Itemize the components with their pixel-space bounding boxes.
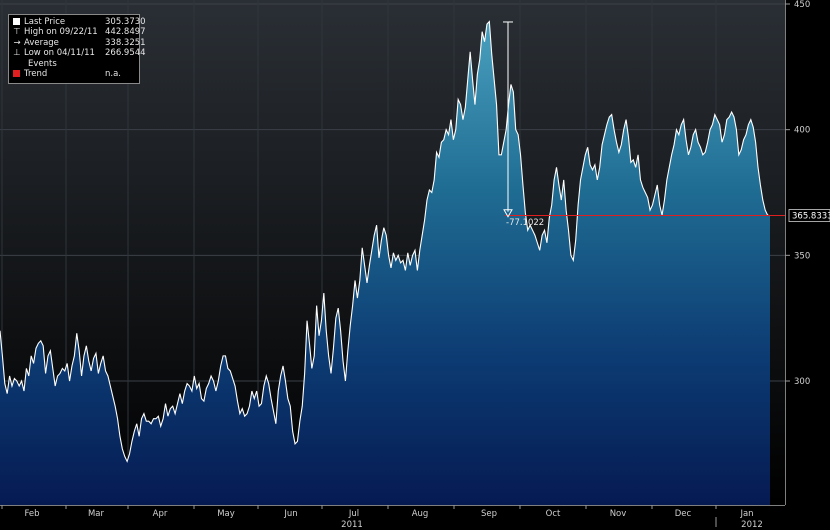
legend-value: 266.9544 [105,48,146,59]
legend-entry: → Average 338.3251 [13,37,145,48]
trend-value-box [788,209,830,222]
x-tick-label: Feb [24,509,39,519]
legend-label: Average [24,37,59,48]
x-tick-label: Apr [153,509,168,519]
average-icon: → [13,37,21,48]
red-square-icon [13,69,20,77]
y-tick-label: 400 [794,126,810,136]
x-tick-label: May [217,509,235,519]
x-tick-label: Nov [610,509,627,519]
x-tick-label: Aug [412,509,429,519]
legend-value: 305.3730 [105,17,146,27]
high-icon: ⊤ [13,27,21,38]
legend-label: Low on 04/11/11 [24,48,95,59]
legend-value: n.a. [105,68,121,79]
legend-entry: Trend n.a. [13,69,136,79]
series-area [0,21,770,506]
series-line [0,20,771,463]
legend-value: 338.3251 [105,37,146,48]
x-tick-label: Jul [348,509,359,519]
legend-entry: ⊥ Low on 04/11/11 266.9544 [13,48,145,59]
legend-label: High on 09/22/11 [24,27,98,38]
y-tick-label: 350 [794,251,810,261]
x-axis-band [0,506,786,530]
x-tick-label: Mar [88,509,105,519]
x-tick-label: Jun [283,509,297,519]
legend-entry: Last Price 305.3730 [13,17,146,27]
x-tick-label: Jan [739,509,753,519]
y-tick-label: 450 [794,0,810,10]
legend-label: Events [28,58,57,69]
legend-value: 442.8497 [105,27,146,38]
legend-label: Last Price [24,17,66,27]
legend: Last Price 305.3730 ⊤ High on 09/22/11 442.8… [8,14,146,84]
low-icon: ⊥ [13,48,21,59]
drawdown-annotation: -77.1022 [503,21,544,228]
legend-label: Trend [24,68,48,79]
x-tick-label: Oct [546,509,561,519]
x-tick-label: Sep [481,509,497,519]
y-axis-band [786,0,830,530]
year-label: 2011 [341,520,363,530]
legend-entry: ⊤ High on 09/22/11 442.8497 [13,27,145,38]
white-square-icon [13,18,20,25]
trend-value-label: 365.8333 [792,212,830,222]
annotation-arrow [503,209,513,218]
x-tick-label: Dec [675,509,692,519]
legend-entry: Events [13,59,136,69]
annotation-label: -77.1022 [506,218,544,228]
year-label: 2012 [741,520,763,530]
y-tick-label: 300 [794,377,810,387]
